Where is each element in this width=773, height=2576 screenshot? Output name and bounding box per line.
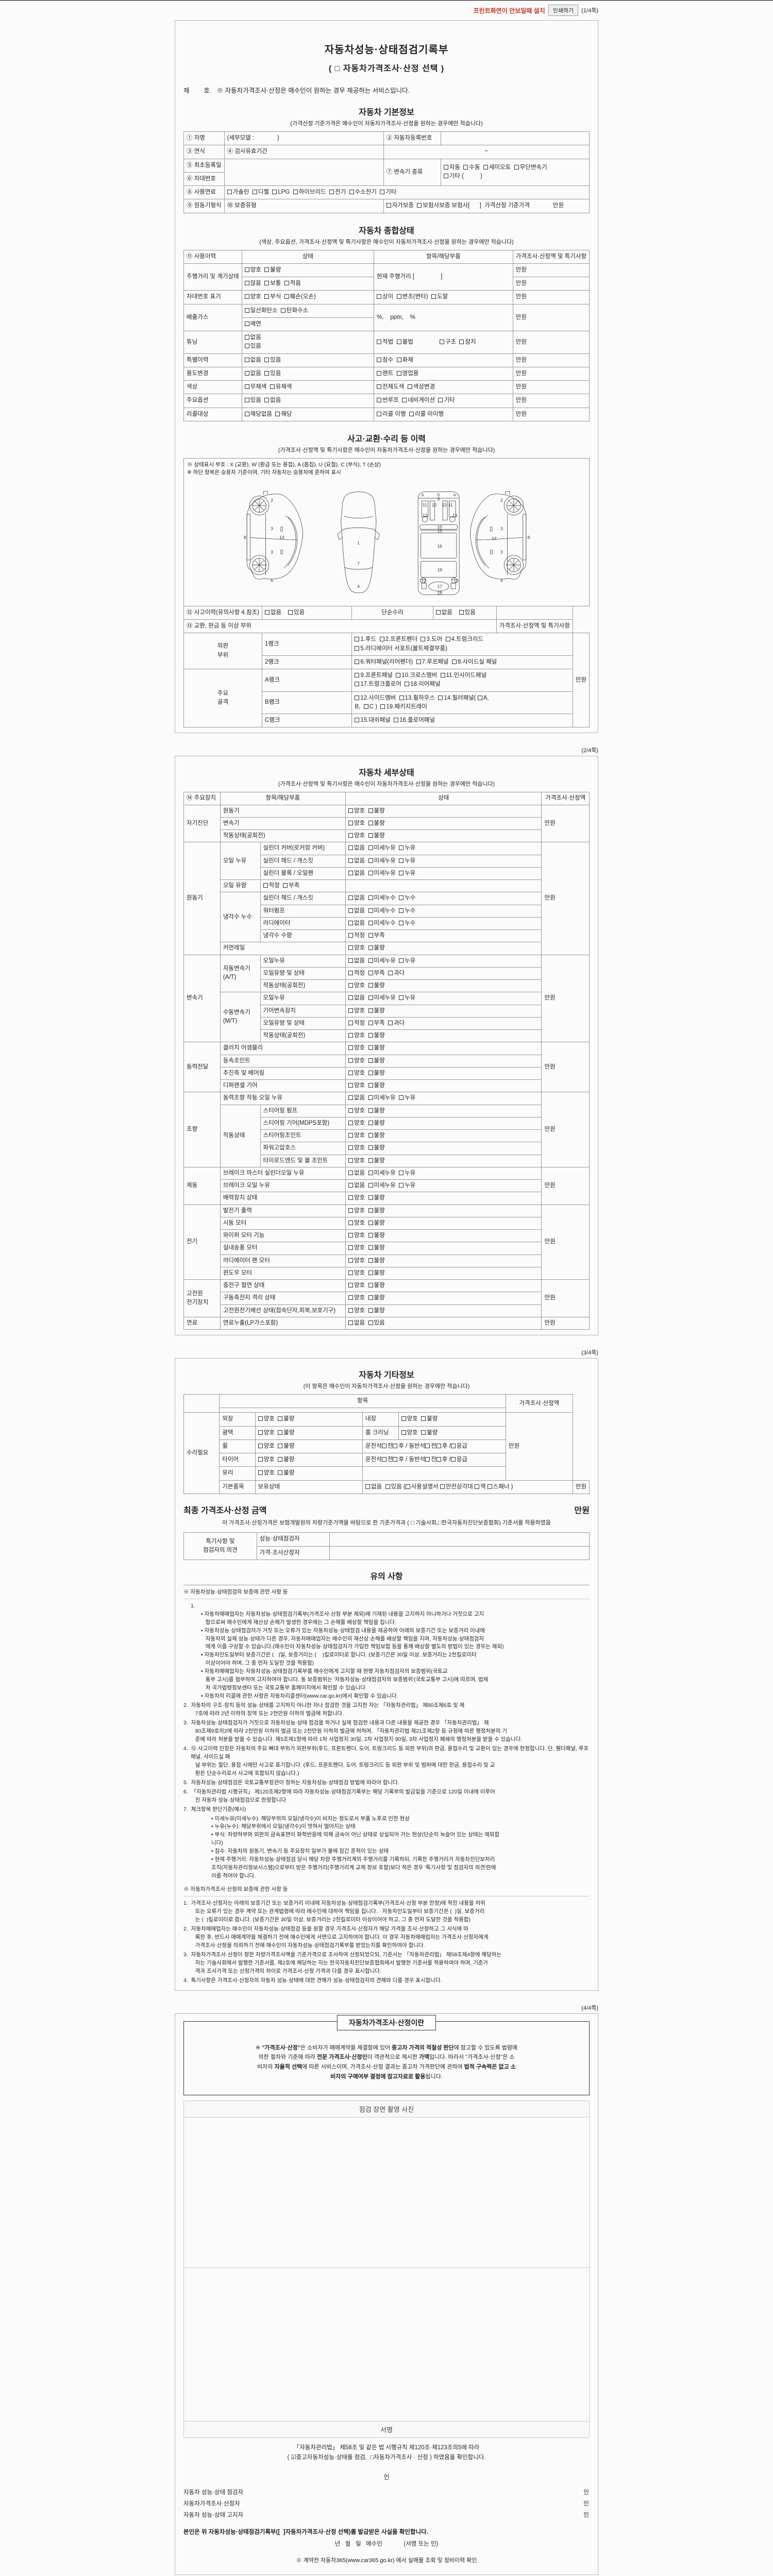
svg-text:1: 1 — [357, 540, 360, 545]
svg-text:14: 14 — [279, 535, 284, 540]
svg-text:8: 8 — [244, 535, 246, 540]
svg-text:13: 13 — [452, 513, 458, 518]
svg-text:3: 3 — [500, 549, 503, 554]
svg-text:12: 12 — [421, 578, 426, 583]
svg-text:15: 15 — [438, 528, 443, 533]
svg-text:3: 3 — [271, 526, 273, 531]
svg-text:17: 17 — [438, 584, 443, 589]
svg-text:13: 13 — [423, 513, 428, 518]
svg-text:12: 12 — [432, 502, 437, 507]
svg-text:7: 7 — [357, 561, 360, 566]
svg-text:19: 19 — [438, 567, 443, 572]
svg-text:2: 2 — [271, 498, 273, 503]
svg-text:14: 14 — [492, 536, 497, 541]
svg-text:2: 2 — [500, 498, 503, 503]
svg-text:11: 11 — [448, 502, 453, 507]
svg-text:9: 9 — [438, 496, 440, 501]
svg-text:3: 3 — [271, 549, 273, 554]
svg-text:16: 16 — [438, 544, 443, 549]
svg-text:12: 12 — [454, 578, 459, 583]
svg-text:6: 6 — [500, 578, 503, 583]
svg-text:8: 8 — [528, 535, 530, 540]
svg-text:3: 3 — [500, 526, 503, 531]
svg-text:12: 12 — [442, 502, 447, 507]
svg-text:6: 6 — [271, 578, 273, 583]
svg-text:18: 18 — [438, 590, 443, 595]
svg-text:11: 11 — [423, 502, 427, 507]
svg-text:4: 4 — [357, 584, 360, 589]
